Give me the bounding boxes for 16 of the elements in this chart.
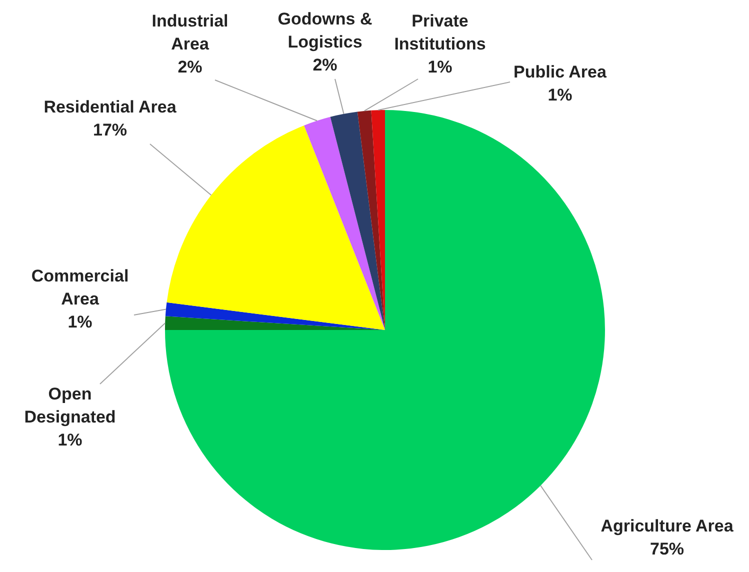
slice-label: Private Institutions bbox=[394, 12, 486, 54]
data-label: 1% bbox=[58, 430, 82, 450]
data-label: 75% bbox=[650, 540, 684, 559]
slice-label: Open Designated bbox=[24, 384, 116, 427]
slice-label: Commercial Area bbox=[31, 266, 129, 309]
slice-label: Agriculture Area bbox=[600, 516, 734, 536]
data-label: 2% bbox=[178, 58, 202, 77]
data-label: 17% bbox=[92, 120, 128, 140]
data-label: 1% bbox=[548, 86, 572, 105]
slice-label: Public Area bbox=[514, 62, 607, 82]
data-label: 1% bbox=[68, 312, 92, 332]
slice-label: Industrial Area bbox=[152, 12, 228, 54]
slice-label: Residential Area bbox=[44, 98, 177, 117]
data-label: 1% bbox=[428, 58, 452, 77]
slice-label: Godowns & Logistics bbox=[278, 10, 372, 52]
data-label: 2% bbox=[312, 56, 338, 75]
